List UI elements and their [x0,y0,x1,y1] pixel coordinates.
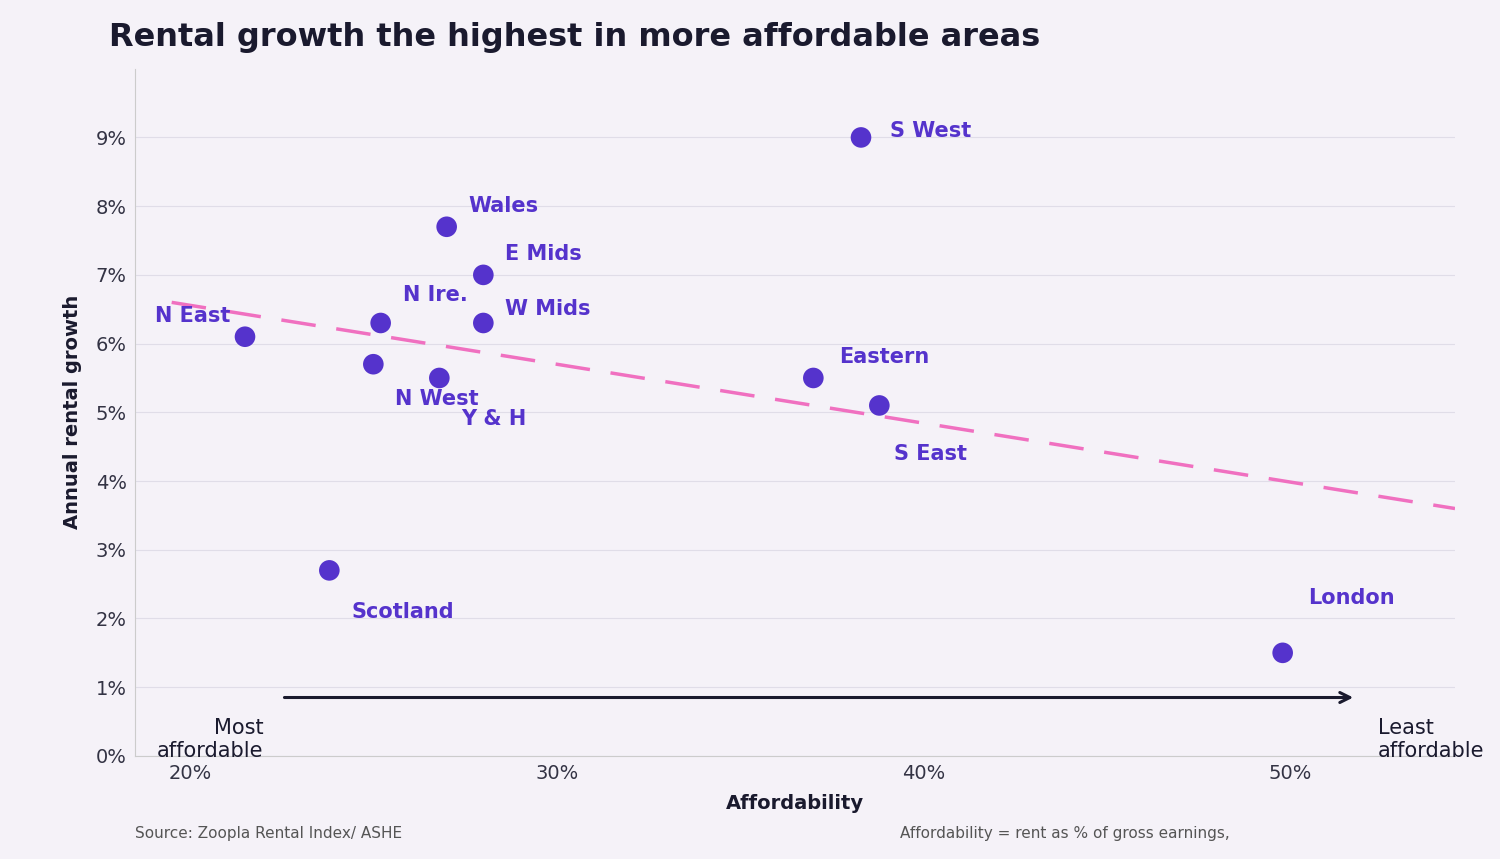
Point [318,564,342,577]
Point [362,357,386,371]
Text: Scotland: Scotland [351,601,454,622]
Point [427,371,451,385]
Point [1270,646,1294,660]
Text: Wales: Wales [468,196,538,216]
Text: N Ire.: N Ire. [402,285,468,306]
Text: Least
affordable: Least affordable [1378,718,1485,761]
Point [867,399,891,412]
Point [471,316,495,330]
Point [369,316,393,330]
Point [849,131,873,144]
Point [232,330,256,344]
Text: Eastern: Eastern [839,347,928,368]
Text: E Mids: E Mids [506,244,582,265]
Point [435,220,459,234]
Text: S East: S East [894,443,968,464]
Text: Most
affordable: Most affordable [158,718,264,761]
Text: Source: Zoopla Rental Index/ ASHE: Source: Zoopla Rental Index/ ASHE [135,825,402,840]
Text: W Mids: W Mids [506,299,591,320]
Text: Affordability = rent as % of gross earnings,: Affordability = rent as % of gross earni… [900,825,1230,840]
Text: N East: N East [154,306,231,326]
Point [471,268,495,282]
Point [801,371,825,385]
Text: S West: S West [891,120,972,141]
Y-axis label: Annual rental growth: Annual rental growth [63,295,81,529]
Text: Rental growth the highest in more affordable areas: Rental growth the highest in more afford… [108,22,1040,53]
Text: N West: N West [396,388,478,409]
Text: Y & H: Y & H [462,409,526,430]
X-axis label: Affordability: Affordability [726,795,864,813]
Text: London: London [1308,588,1395,608]
